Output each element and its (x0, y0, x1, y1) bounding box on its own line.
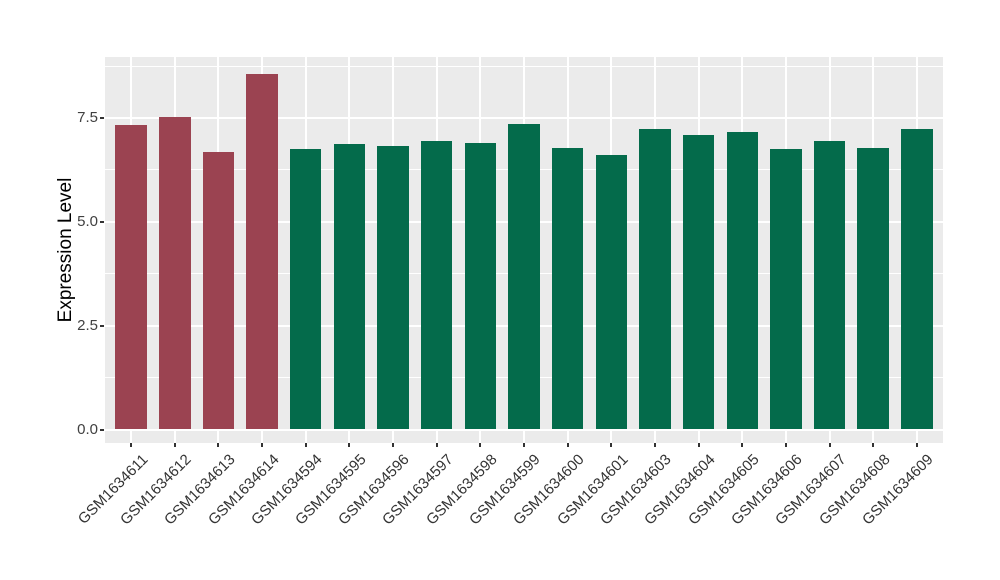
bar-GSM1634596 (377, 145, 409, 430)
y-tick-mark (100, 117, 104, 119)
bar-GSM1634609 (901, 128, 933, 430)
x-tick-mark (479, 443, 482, 447)
bar-GSM1634594 (290, 149, 322, 430)
bar-GSM1634603 (639, 129, 671, 430)
y-tick-label: 2.5 (77, 316, 98, 334)
bar-GSM1634608 (857, 147, 889, 430)
x-tick-mark (697, 443, 700, 447)
bar-GSM1634612 (159, 117, 191, 430)
x-tick-mark (653, 443, 656, 447)
bar-GSM1634611 (115, 124, 147, 430)
bar-GSM1634598 (464, 143, 497, 430)
y-tick-label: 5.0 (77, 212, 98, 230)
bar-GSM1634599 (508, 123, 540, 430)
x-tick-mark (435, 443, 438, 447)
x-tick-mark (741, 443, 744, 447)
x-tick-mark (610, 443, 613, 447)
y-tick-mark (100, 220, 104, 223)
bar-GSM1634605 (726, 132, 758, 430)
bar-GSM1634597 (420, 140, 453, 430)
y-axis-title: Expression Level (55, 177, 76, 323)
bar-GSM1634614 (246, 73, 278, 430)
x-tick-mark (828, 443, 831, 447)
y-tick-label: 0.0 (77, 420, 98, 438)
bar-GSM1634595 (333, 144, 366, 430)
bar-GSM1634607 (813, 140, 846, 430)
y-tick-label: 7.5 (77, 109, 98, 126)
bar-GSM1634606 (770, 149, 802, 430)
x-tick-mark (566, 443, 569, 447)
x-tick-mark (217, 443, 220, 447)
y-tick-mark (100, 324, 104, 327)
x-tick-mark (261, 443, 264, 447)
plot-panel (105, 57, 943, 443)
x-tick-mark (523, 443, 525, 447)
bar-GSM1634600 (551, 147, 584, 430)
x-tick-mark (784, 443, 787, 447)
bar-GSM1634613 (202, 152, 235, 430)
x-tick-mark (173, 443, 176, 447)
bar-GSM1634601 (595, 154, 627, 430)
x-tick-mark (392, 443, 395, 447)
x-tick-mark (348, 443, 351, 447)
bar-GSM1634604 (682, 134, 715, 430)
x-tick-mark (915, 443, 918, 447)
x-tick-mark (872, 443, 875, 447)
x-tick-mark (304, 443, 307, 447)
x-tick-mark (130, 443, 133, 447)
y-tick-mark (100, 428, 104, 431)
